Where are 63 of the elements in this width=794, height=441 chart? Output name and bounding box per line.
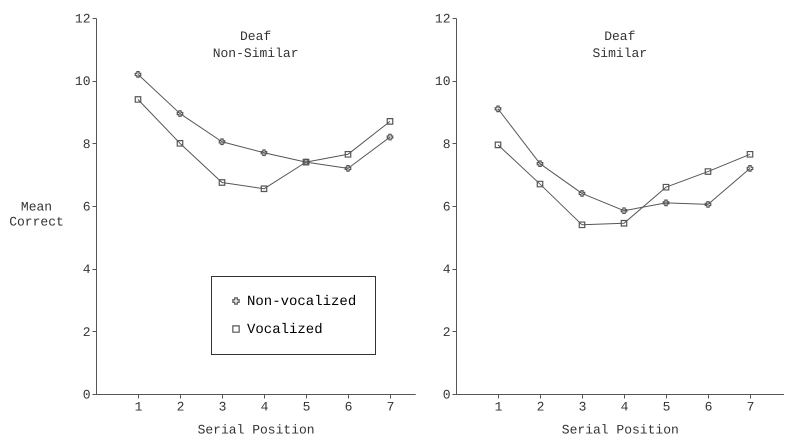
x-tick-label: 2 [536, 400, 544, 414]
point [662, 200, 670, 206]
y-tick-label: 12 [434, 12, 450, 26]
point [386, 118, 394, 125]
x-tick-label: 3 [578, 400, 586, 414]
x-tick-label: 3 [218, 400, 226, 414]
x-tick-label: 7 [746, 400, 754, 414]
x-tick-label: 5 [662, 400, 670, 414]
point [176, 140, 184, 147]
y-tick-label: 6 [442, 200, 450, 214]
x-tick-label: 4 [260, 400, 269, 414]
point [578, 190, 586, 197]
y-axis-title: Mean Correct [9, 200, 64, 230]
y-tick-label: 0 [442, 388, 450, 402]
x-tick-label: 6 [344, 400, 352, 414]
x-axis-title: Serial Position [562, 422, 679, 438]
point [494, 106, 502, 112]
y-tick-label: 4 [442, 262, 451, 278]
y-tick-label: 6 [82, 200, 90, 214]
point [134, 71, 142, 78]
y-tick-label: 2 [82, 324, 90, 340]
text: Similar [592, 46, 648, 61]
text: Non-Similar [212, 46, 299, 61]
point [260, 149, 268, 156]
point [176, 110, 184, 117]
point [386, 134, 394, 140]
point [620, 220, 628, 227]
point [344, 165, 352, 172]
x-tick-label: 5 [302, 400, 310, 414]
text: Deaf [604, 29, 636, 44]
point [536, 160, 544, 168]
point [218, 179, 226, 186]
point [746, 165, 754, 172]
point [218, 138, 226, 146]
point [578, 221, 586, 228]
legend-label: Non-vocalized [247, 294, 356, 310]
y-tick-label: 10 [74, 74, 90, 90]
y-tick-label: 8 [442, 136, 450, 152]
point [620, 207, 628, 214]
x-tick-label: 4 [620, 400, 629, 414]
point [344, 150, 352, 158]
point [260, 185, 268, 192]
point [662, 184, 670, 191]
y-tick-label: 10 [434, 74, 450, 90]
point [134, 96, 142, 103]
x-tick-label: 1 [494, 400, 503, 414]
y-tick-label: 4 [82, 262, 91, 278]
x-tick-label: 7 [386, 400, 394, 414]
point [746, 150, 754, 158]
legend-label: Vocalized [247, 322, 323, 338]
point [494, 142, 502, 148]
x-axis-title: Serial Position [198, 422, 315, 438]
y-tick-label: 0 [82, 388, 90, 402]
y-tick-label: 2 [442, 324, 450, 340]
x-tick-label: 1 [134, 400, 143, 414]
point [536, 180, 544, 188]
point [704, 168, 712, 175]
text: Deaf [240, 29, 272, 44]
x-tick-label: 6 [704, 400, 712, 414]
point [704, 201, 712, 208]
x-tick-label: 2 [176, 400, 184, 414]
y-tick-label: 8 [82, 136, 90, 152]
y-tick-label: 12 [74, 12, 90, 26]
